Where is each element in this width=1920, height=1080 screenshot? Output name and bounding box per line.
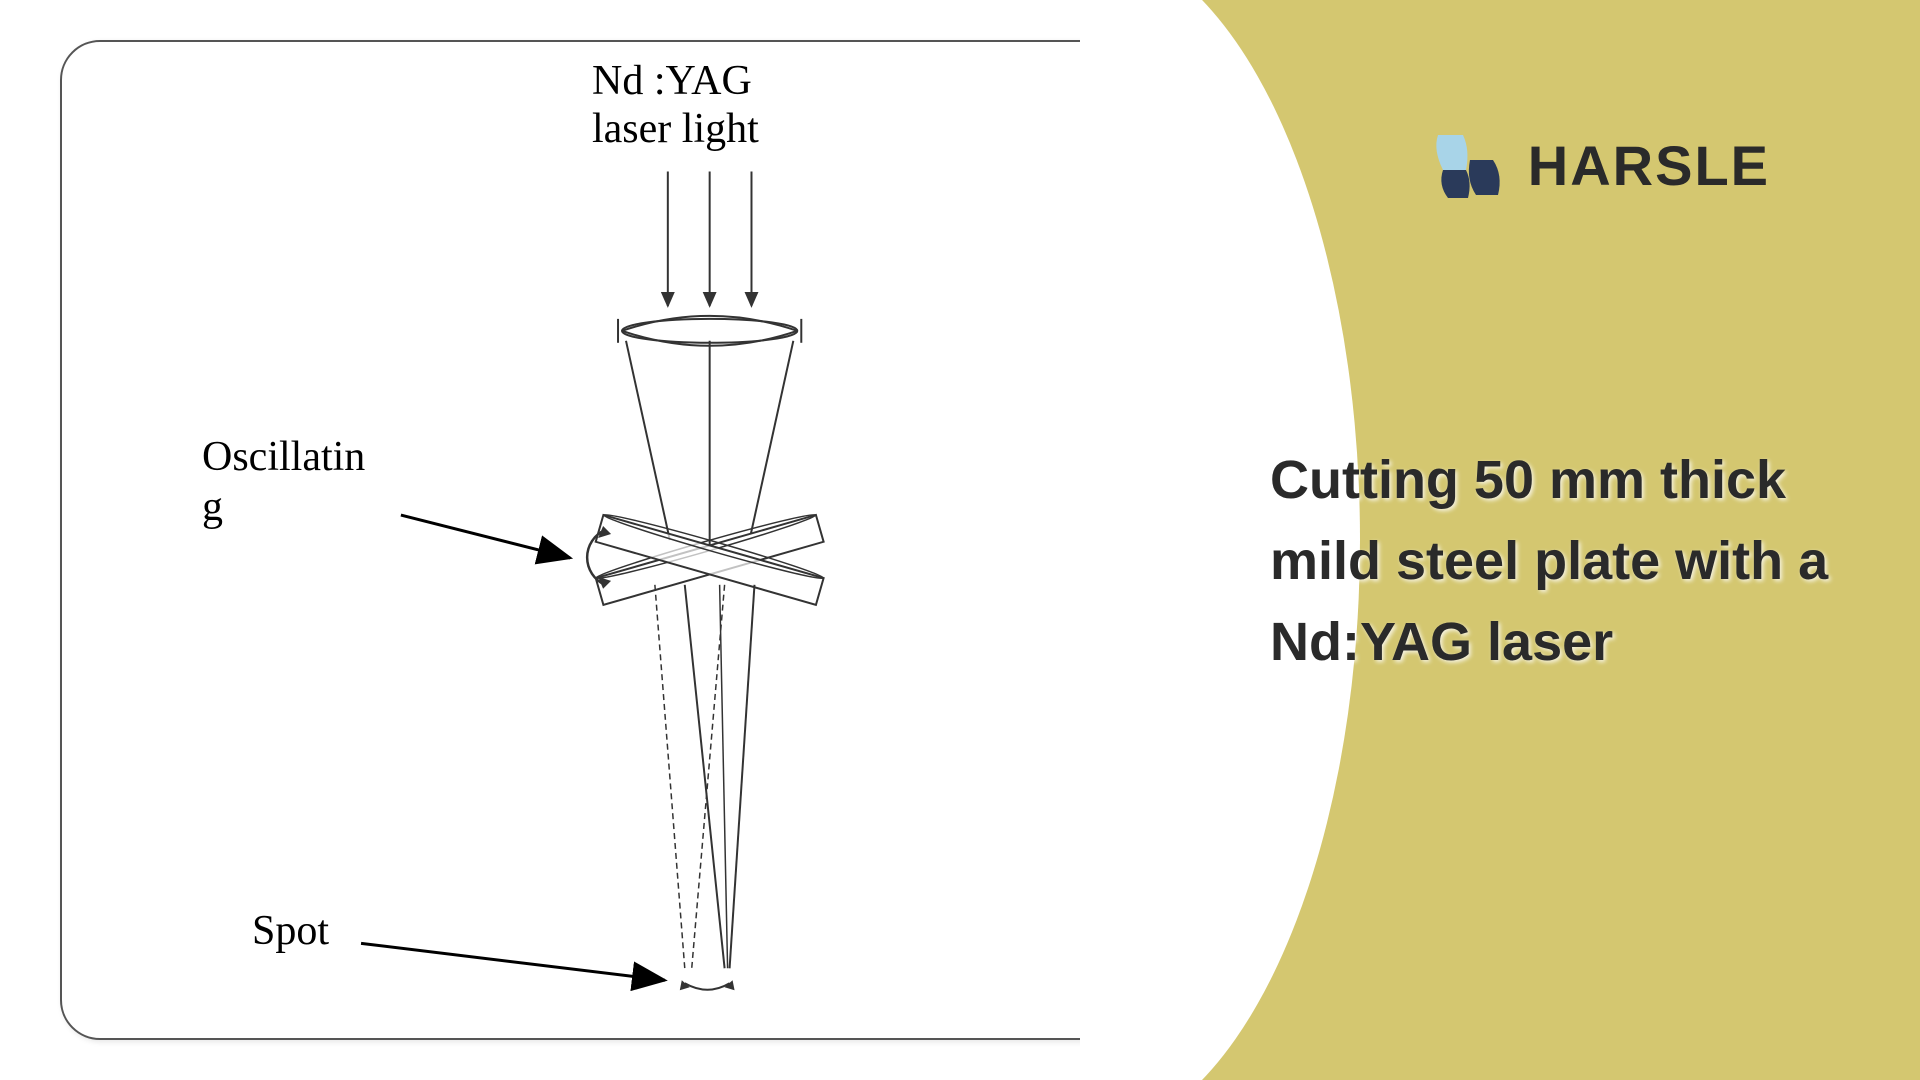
harsle-logo-icon — [1428, 130, 1508, 200]
brand-name: HARSLE — [1528, 133, 1770, 198]
slide-title: Cutting 50 mm thick mild steel plate wit… — [1270, 440, 1830, 683]
diagram-frame: Nd :YAG laser light Oscillatin g Spot — [60, 40, 1190, 1040]
brand-logo: HARSLE — [1428, 130, 1770, 200]
main-container: Nd :YAG laser light Oscillatin g Spot — [0, 0, 1920, 1080]
laser-diagram-svg — [62, 42, 1188, 1038]
diagram-panel: Nd :YAG laser light Oscillatin g Spot — [0, 0, 1250, 1080]
